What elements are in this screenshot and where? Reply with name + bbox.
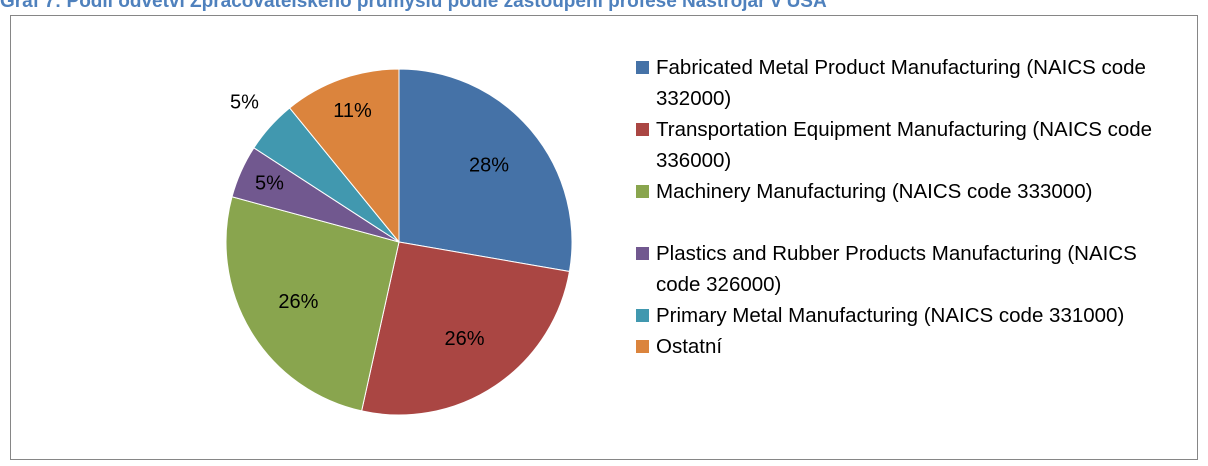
legend-label: Primary Metal Manufacturing (NAICS code … <box>656 304 1125 327</box>
legend: Fabricated Metal Product Manufacturing (… <box>636 52 1181 362</box>
legend-label: Machinery Manufacturing (NAICS code 3330… <box>656 180 1093 203</box>
data-label: 28% <box>469 155 509 177</box>
pie-slice <box>361 241 571 416</box>
pie-slice <box>288 68 400 244</box>
legend-swatch <box>636 340 649 353</box>
data-label: 5% <box>255 172 284 194</box>
data-label: 5% <box>230 92 259 114</box>
legend-label: Transportation Equipment Manufacturing (… <box>656 118 1153 172</box>
legend-swatch <box>636 247 649 260</box>
legend-item: Transportation Equipment Manufacturing (… <box>636 114 1181 176</box>
data-label: 26% <box>445 328 485 350</box>
data-label: 11% <box>333 100 372 122</box>
legend-item: Ostatní <box>636 331 1181 362</box>
legend-item: Primary Metal Manufacturing (NAICS code … <box>636 300 1181 331</box>
legend-label: Ostatní <box>656 335 723 358</box>
legend-swatch <box>636 61 649 74</box>
data-label: 26% <box>278 291 318 313</box>
legend-label: Plastics and Rubber Products Manufacturi… <box>656 242 1137 296</box>
legend-label: Fabricated Metal Product Manufacturing (… <box>656 56 1146 110</box>
legend-item: Machinery Manufacturing (NAICS code 3330… <box>636 176 1181 207</box>
pie-slice <box>398 68 573 273</box>
legend-item: Fabricated Metal Product Manufacturing (… <box>636 52 1181 114</box>
chart-title: Graf 7: Podíl odvětví Zpracovatelského p… <box>0 0 827 12</box>
legend-swatch <box>636 309 649 322</box>
legend-swatch <box>636 123 649 136</box>
legend-swatch <box>636 185 649 198</box>
chart-frame <box>10 15 1198 460</box>
pie-slice <box>225 196 400 412</box>
legend-item: Plastics and Rubber Products Manufacturi… <box>636 238 1181 300</box>
